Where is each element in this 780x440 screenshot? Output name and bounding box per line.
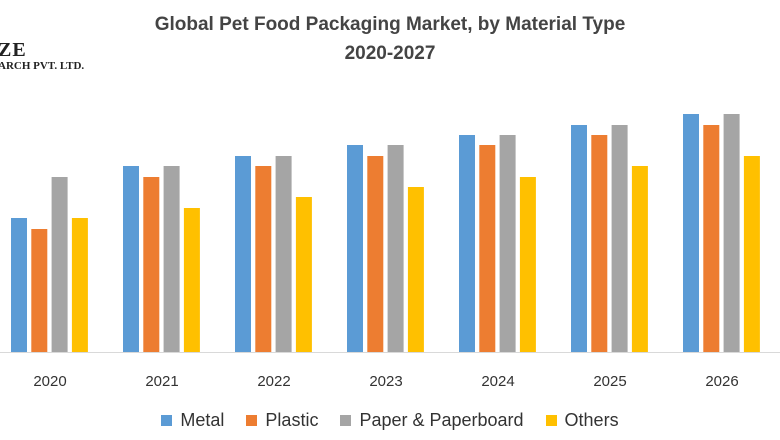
x-tick-label: 2023 <box>369 373 402 390</box>
x-tick-label: 2022 <box>257 373 290 390</box>
bar-metal-2025 <box>571 125 587 352</box>
legend-item: Others <box>545 410 619 431</box>
bar-paper-paperboard-2025 <box>611 125 628 352</box>
bar-metal-2024 <box>459 135 475 352</box>
chart-title: Global Pet Food Packaging Market, by Mat… <box>0 10 780 68</box>
bar-others-2020 <box>71 218 88 352</box>
bar-paper-paperboard-2023 <box>387 145 404 352</box>
bar-paper-paperboard-2020 <box>51 177 68 352</box>
bar-others-2023 <box>407 187 424 352</box>
logo-line2: ARCH PVT. LTD. <box>0 60 85 72</box>
legend-swatch <box>340 415 352 426</box>
logo: ZE ARCH PVT. LTD. <box>0 40 84 72</box>
bar-plastic-2021 <box>143 177 160 352</box>
legend-swatch <box>545 415 557 426</box>
logo-line1: ZE <box>0 39 27 61</box>
bar-paper-paperboard-2024 <box>499 135 516 352</box>
x-tick-label: 2025 <box>593 373 626 390</box>
bar-metal-2026 <box>683 114 699 352</box>
legend-item: Metal <box>161 410 224 431</box>
legend: Metal Plastic Paper & Paperboard Others <box>0 410 780 431</box>
bar-others-2022 <box>295 197 312 352</box>
bar-others-2021 <box>183 208 200 352</box>
bar-paper-paperboard-2022 <box>275 156 292 352</box>
bar-plastic-2020 <box>31 229 48 352</box>
bar-metal-2020 <box>11 218 27 352</box>
legend-label: Paper & Paperboard <box>359 410 524 430</box>
legend-label: Others <box>564 410 619 430</box>
bar-metal-2023 <box>347 145 363 352</box>
bar-metal-2021 <box>123 166 139 352</box>
bar-metal-2022 <box>235 156 251 352</box>
legend-item: Paper & Paperboard <box>340 410 524 431</box>
x-tick-label: 2021 <box>145 373 178 390</box>
legend-label: Metal <box>180 410 225 430</box>
bar-plastic-2025 <box>591 135 608 352</box>
bar-plastic-2022 <box>255 166 272 352</box>
legend-swatch <box>246 415 258 426</box>
bar-plastic-2024 <box>479 145 496 352</box>
bar-paper-paperboard-2026 <box>723 114 740 352</box>
legend-label: Plastic <box>265 410 319 430</box>
bar-plastic-2026 <box>703 125 720 352</box>
x-tick-label: 2026 <box>705 373 738 390</box>
bar-plastic-2023 <box>367 156 384 352</box>
subtitle: 2020-2027 <box>344 43 436 64</box>
x-tick-label: 2020 <box>33 373 66 390</box>
bar-paper-paperboard-2021 <box>163 166 180 352</box>
title-line: Global Pet Food Packaging Market, by Mat… <box>154 14 626 35</box>
bar-others-2026 <box>743 156 760 352</box>
legend-item: Plastic <box>246 410 318 431</box>
legend-swatch <box>161 415 173 426</box>
bar-others-2025 <box>631 166 648 352</box>
x-tick-label: 2024 <box>481 373 514 390</box>
bar-others-2024 <box>519 177 536 352</box>
